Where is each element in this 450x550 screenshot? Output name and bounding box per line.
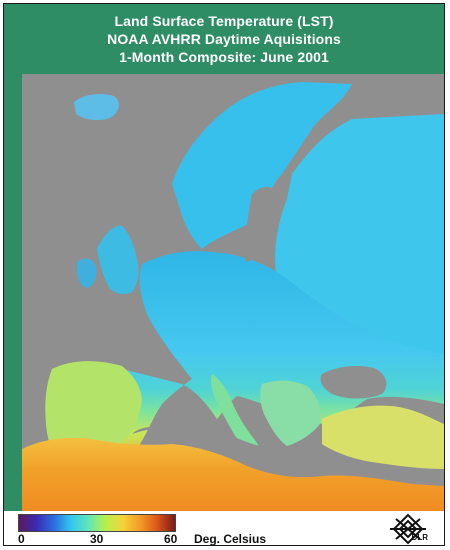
title-line-1: Land Surface Temperature (LST)	[114, 13, 334, 29]
lst-map	[22, 74, 444, 514]
map-title: Land Surface Temperature (LST) NOAA AVHR…	[4, 12, 444, 66]
dlr-logo	[390, 513, 426, 545]
turkey-landmass	[322, 405, 444, 469]
title-line-2: NOAA AVHRR Daytime Aquisitions	[107, 31, 341, 47]
ireland-landmass	[76, 258, 97, 288]
legend-tick-min: 0	[18, 532, 25, 546]
iceland-landmass	[74, 94, 119, 121]
title-line-3: 1-Month Composite: June 2001	[119, 49, 329, 65]
colorbar-fill	[19, 515, 175, 531]
legend-unit-label: Deg. Celsius	[194, 532, 267, 546]
map-figure: Land Surface Temperature (LST) NOAA AVHR…	[3, 3, 445, 546]
continental-europe-landmass	[50, 251, 444, 474]
dlr-logo-mark-diagonal	[395, 518, 421, 540]
legend: 0 30 60 Deg. Celsius DLR	[4, 511, 444, 546]
scandinavia-landmass	[172, 82, 352, 249]
colorbar	[18, 514, 176, 532]
british-isles-landmass	[97, 225, 139, 295]
north-africa-landmass	[22, 437, 444, 514]
baltic-sea	[242, 186, 278, 262]
balkans-landmass	[260, 380, 321, 446]
italy-landmass	[210, 374, 261, 459]
dlr-logo-text: DLR	[411, 533, 428, 542]
mediterranean-sea	[132, 426, 327, 474]
legend-tick-mid: 30	[90, 532, 104, 546]
black-sea	[320, 366, 387, 399]
legend-tick-max: 60	[164, 532, 178, 546]
